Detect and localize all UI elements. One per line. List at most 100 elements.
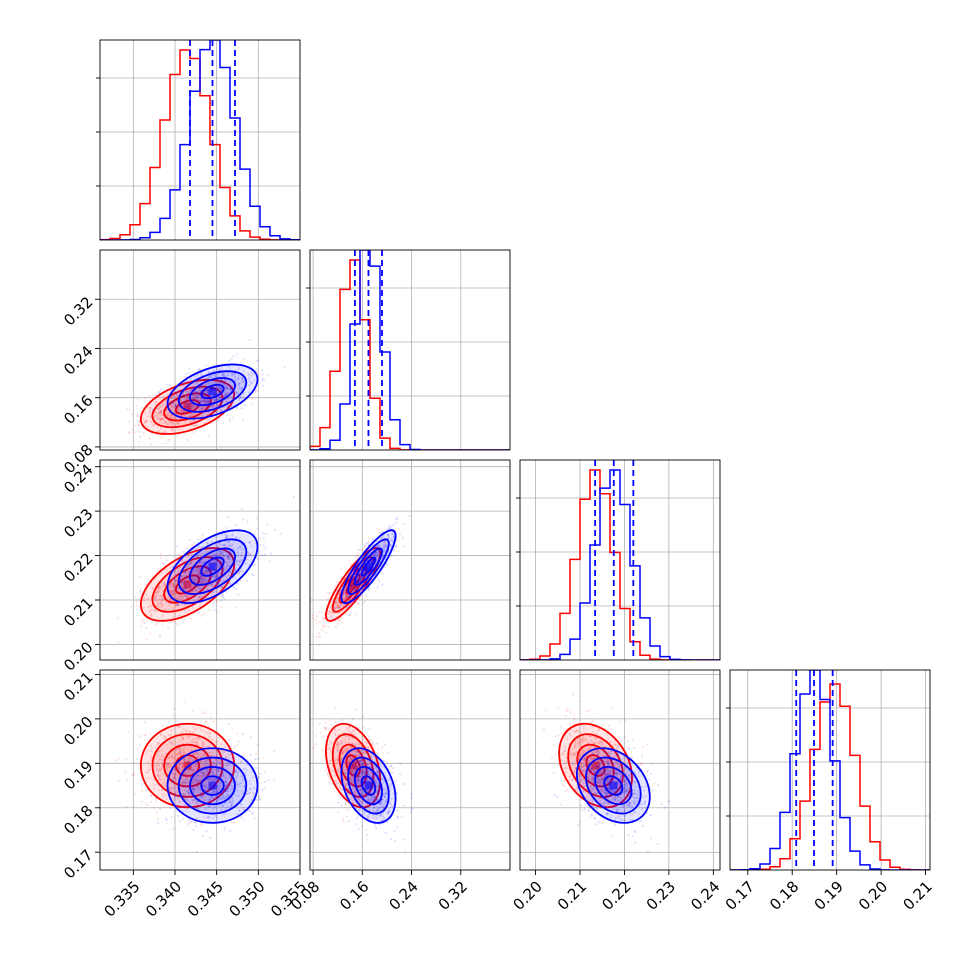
density-panel-2-1 [310,460,510,660]
scatter-point [182,383,185,387]
scatter-point [240,816,244,819]
scatter-point [216,575,219,579]
scatter-point [220,562,223,566]
scatter-point [279,532,282,535]
scatter-point [192,399,195,402]
scatter-point [118,757,121,760]
scatter-point [206,382,210,385]
scatter-point [215,743,218,746]
scatter-point [167,626,170,630]
scatter-point [167,412,170,415]
scatter-point [191,768,194,772]
scatter-point [202,393,205,396]
scatter-point [173,774,176,778]
scatter-point [232,586,235,589]
scatter-point [184,570,187,574]
scatter-point [213,768,216,771]
scatter-point [160,733,163,736]
scatter-point [217,545,220,549]
scatter-point [186,405,190,408]
scatter-point [229,543,232,546]
scatter-point [162,584,166,587]
scatter-point [263,787,266,790]
scatter-point [213,790,216,793]
scatter-point [153,423,156,426]
scatter-point [367,587,371,590]
scatter-point [193,397,196,400]
scatter-point [137,423,140,426]
scatter-point [158,407,161,410]
scatter-point [358,574,361,577]
scatter-point [157,391,160,394]
scatter-point [217,795,220,798]
scatter-point [181,793,184,796]
scatter-point [318,635,321,638]
scatter-point [179,751,182,755]
scatter-point [205,391,208,394]
scatter-point [220,410,223,413]
scatter-point [150,749,153,753]
scatter-point [223,597,226,600]
scatter-point [378,544,381,548]
scatter-point [353,573,356,577]
scatter-point [329,610,332,613]
scatter-point [197,566,200,569]
scatter-point [170,755,174,758]
scatter-point [237,546,240,549]
scatter-point [183,757,186,760]
scatter-point [152,787,155,790]
scatter-point [222,380,226,383]
scatter-point [154,800,157,803]
scatter-point [203,399,206,402]
scatter-point [148,602,151,606]
scatter-point [172,584,175,587]
scatter-point [342,598,345,602]
scatter-point [197,585,200,588]
scatter-point [215,797,218,801]
scatter-point [198,781,201,784]
scatter-point [159,603,163,606]
scatter-point [176,623,179,626]
scatter-point [233,392,236,396]
scatter-point [338,594,341,597]
scatter-point [218,379,222,383]
scatter-point [197,779,200,782]
scatter-point [178,763,181,766]
scatter-point [183,375,186,379]
scatter-point [349,588,352,591]
scatter-point [203,401,206,404]
scatter-point [173,570,176,573]
scatter-point [181,403,184,406]
scatter-point [381,536,384,539]
scatter-point [330,611,333,614]
scatter-point [219,396,222,399]
scatter-point [171,400,174,403]
scatter-point [215,575,218,578]
scatter-point [326,597,329,600]
scatter-point [213,373,216,376]
scatter-point [347,594,350,598]
scatter-point [139,590,142,593]
scatter-point [192,789,195,792]
scatter-point [201,746,204,749]
scatter-point [232,799,235,803]
scatter-point [203,772,206,775]
scatter-point [172,757,176,760]
scatter-point [209,754,212,757]
scatter-point [237,390,240,393]
scatter-point [195,585,198,588]
scatter-point [225,584,228,587]
scatter-point [181,586,184,590]
scatter-point [171,590,174,593]
scatter-point [344,597,347,600]
scatter-point [226,763,229,766]
scatter-point [208,608,211,611]
scatter-point [177,752,180,755]
scatter-point [189,617,193,620]
scatter-point [164,416,167,419]
scatter-point [200,537,203,540]
scatter-point [154,623,157,627]
scatter-point [333,607,336,610]
scatter-point [173,792,176,795]
scatter-point [156,591,159,595]
